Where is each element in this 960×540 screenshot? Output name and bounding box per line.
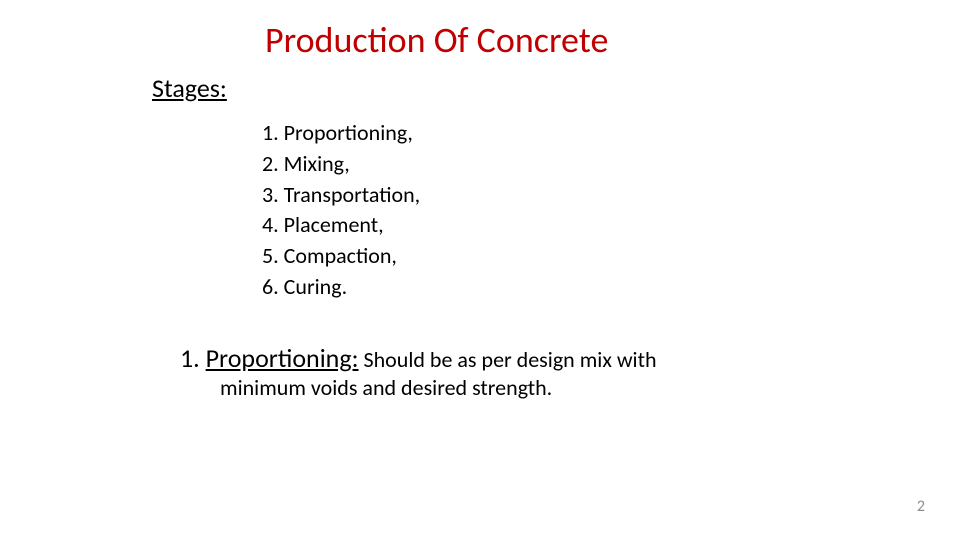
list-item: 5. Compaction, bbox=[262, 241, 420, 272]
detail-line-1: 1. Proportioning: Should be as per desig… bbox=[180, 342, 760, 374]
slide-title: Production Of Concrete bbox=[265, 18, 608, 62]
list-item: 3. Transportation, bbox=[262, 180, 420, 211]
detail-text: Should be as per design mix with bbox=[359, 346, 657, 373]
detail-heading: Proportioning: bbox=[206, 342, 359, 374]
stages-heading: Stages: bbox=[152, 72, 227, 104]
list-item: 2. Mixing, bbox=[262, 149, 420, 180]
stages-list: 1. Proportioning, 2. Mixing, 3. Transpor… bbox=[262, 118, 420, 303]
detail-number: 1. bbox=[180, 342, 206, 374]
list-item: 6. Curing. bbox=[262, 272, 420, 303]
detail-block: 1. Proportioning: Should be as per desig… bbox=[180, 342, 760, 401]
slide: Production Of Concrete Stages: 1. Propor… bbox=[0, 0, 960, 540]
detail-line-2: minimum voids and desired strength. bbox=[220, 374, 760, 401]
list-item: 1. Proportioning, bbox=[262, 118, 420, 149]
list-item: 4. Placement, bbox=[262, 210, 420, 241]
page-number: 2 bbox=[917, 497, 925, 516]
